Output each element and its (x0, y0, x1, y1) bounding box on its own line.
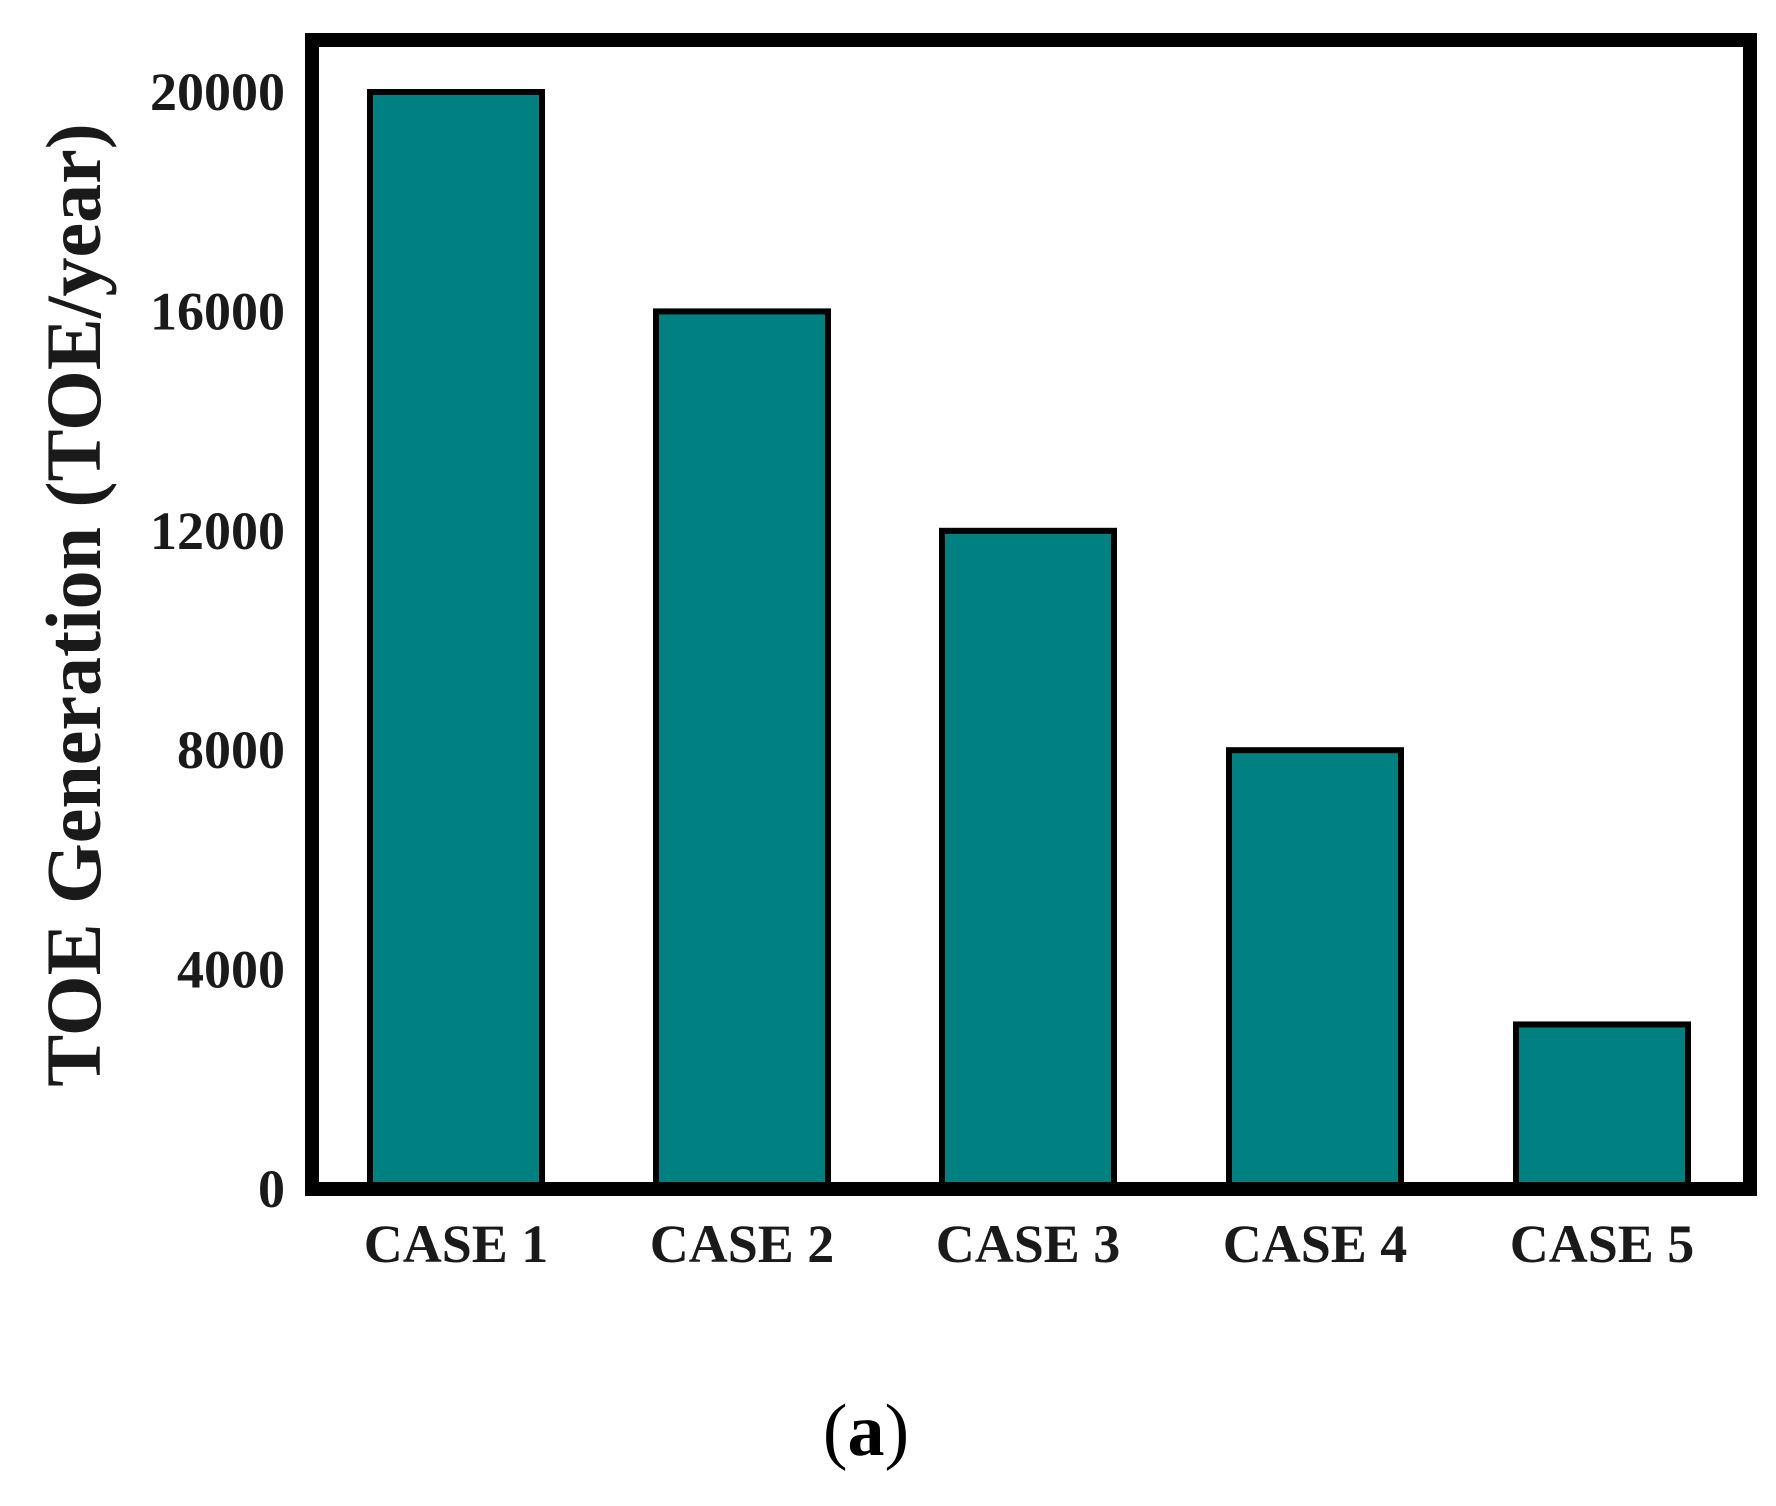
panel-label: (a) (823, 1390, 909, 1472)
y-tick-label: 0 (258, 1159, 285, 1219)
x-tick-label: CASE 1 (364, 1214, 549, 1274)
y-tick-label: 8000 (177, 720, 285, 780)
x-tick-labels: CASE 1 CASE 2 CASE 3 CASE 4 CASE 5 (364, 1214, 1695, 1274)
x-tick-label: CASE 3 (936, 1214, 1121, 1274)
plot-frame (305, 33, 1757, 1196)
x-tick-label: CASE 4 (1223, 1214, 1408, 1274)
y-tick-label: 4000 (177, 940, 285, 1000)
x-tick-label: CASE 5 (1510, 1214, 1695, 1274)
bar-group (367, 89, 1691, 1192)
bar-case-1 (367, 89, 545, 1192)
x-tick-label: CASE 2 (650, 1214, 835, 1274)
bar-case-5 (1513, 1021, 1691, 1192)
bar-case-3 (939, 527, 1117, 1192)
y-axis-label: TOE Generation (TOE/year) (30, 123, 117, 1086)
y-tick-label: 16000 (150, 281, 285, 341)
y-tick-label: 20000 (150, 62, 285, 122)
bar-case-4 (1226, 747, 1404, 1192)
panel-letter: a (848, 1390, 885, 1472)
y-tick-label: 12000 (150, 501, 285, 561)
bar-case-2 (653, 308, 831, 1192)
y-tick-labels: 0 4000 8000 12000 16000 20000 (150, 62, 285, 1219)
